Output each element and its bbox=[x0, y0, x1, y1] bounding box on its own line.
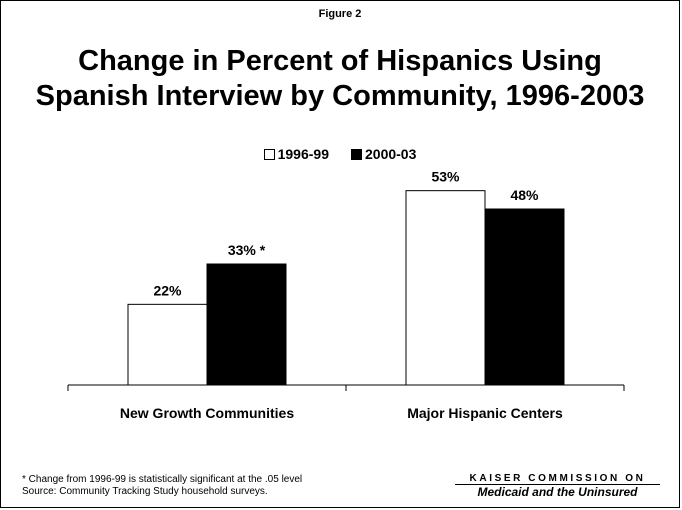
bar-2-2 bbox=[484, 208, 565, 386]
title-line-1: Change in Percent of Hispanics Using bbox=[78, 45, 602, 77]
legend-label-series-1: 1996-99 bbox=[277, 146, 329, 162]
legend-item-series-2: 2000-03 bbox=[351, 146, 416, 162]
legend: 1996-99 2000-03 bbox=[0, 146, 680, 162]
brand-line-2: Medicaid and the Uninsured bbox=[477, 485, 638, 499]
chart-title: Change in Percent of Hispanics Using Spa… bbox=[0, 44, 680, 114]
legend-swatch-series-2 bbox=[351, 148, 362, 160]
source-note: Source: Community Tracking Study househo… bbox=[22, 486, 268, 497]
bar-2-1 bbox=[206, 263, 287, 386]
category-label-1: New Growth Communities bbox=[120, 405, 294, 421]
figure-label: Figure 2 bbox=[318, 8, 362, 20]
legend-swatch-series-1 bbox=[263, 148, 275, 160]
bar-1-1 bbox=[127, 303, 208, 386]
brand-line-1: KAISER COMMISSION ON bbox=[455, 473, 660, 485]
significance-note: * Change from 1996-99 is statistically s… bbox=[22, 474, 303, 485]
legend-label-series-2: 2000-03 bbox=[365, 146, 417, 162]
footnote: * Change from 1996-99 is statistically s… bbox=[22, 474, 302, 498]
data-label-2-1: 33% * bbox=[228, 242, 266, 258]
data-label-1-2: 53% bbox=[431, 169, 460, 185]
bar-1-2 bbox=[405, 190, 486, 386]
kaiser-logo: KAISER COMMISSION ON Medicaid and the Un… bbox=[455, 473, 660, 499]
data-label-2-2: 48% bbox=[510, 187, 539, 203]
data-label-1-1: 22% bbox=[153, 282, 182, 298]
category-label-2: Major Hispanic Centers bbox=[407, 405, 563, 421]
title-line-2: Spanish Interview by Community, 1996-200… bbox=[35, 80, 645, 112]
legend-item-series-1: 1996-99 bbox=[263, 146, 329, 162]
